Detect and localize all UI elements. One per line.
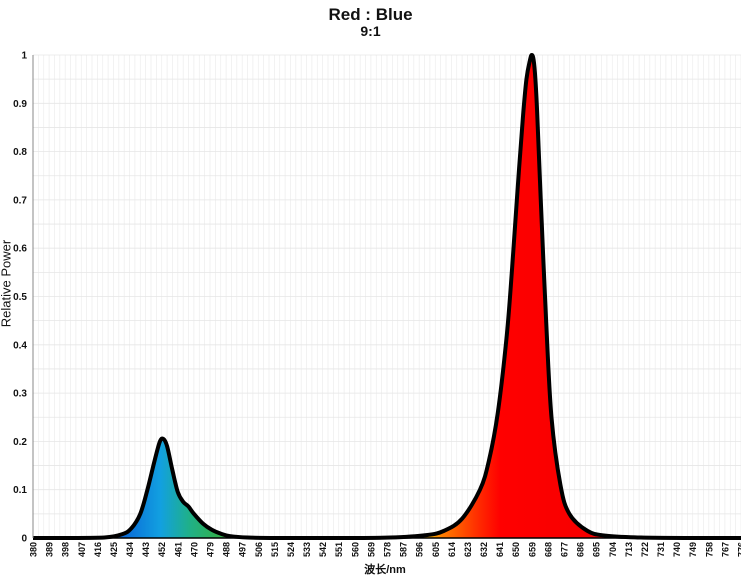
- x-tick-label: 506: [254, 542, 264, 557]
- y-tick-label: 0.3: [13, 389, 27, 400]
- x-tick-label: 731: [656, 542, 666, 557]
- x-tick-label: 560: [350, 542, 360, 557]
- x-tick-label: 569: [366, 542, 376, 557]
- x-tick-label: 380: [29, 542, 39, 557]
- x-tick-label: 389: [45, 542, 55, 557]
- grid-lines: [33, 55, 741, 538]
- x-tick-label: 407: [77, 542, 87, 557]
- y-tick-label: 0.9: [13, 99, 27, 110]
- x-tick-label: 668: [543, 542, 553, 557]
- x-axis-label: 波长/nm: [340, 561, 430, 577]
- x-tick-label: 461: [173, 542, 183, 557]
- x-tick-label: 623: [463, 542, 473, 557]
- x-tick-label: 713: [624, 542, 634, 557]
- x-tick-label: 677: [560, 542, 570, 557]
- y-tick-label: 1: [21, 51, 27, 62]
- x-tick-label: 515: [270, 542, 280, 557]
- x-tick-label: 641: [495, 542, 505, 557]
- x-tick-label: 758: [704, 542, 714, 557]
- x-tick-label: 542: [318, 542, 328, 557]
- x-tick-label: 551: [334, 542, 344, 557]
- x-tick-label: 650: [511, 542, 521, 557]
- x-tick-label: 596: [415, 542, 425, 557]
- y-tick-label: 0.8: [13, 147, 27, 158]
- x-tick-label: 605: [431, 542, 441, 557]
- x-tick-label: 479: [206, 542, 216, 557]
- x-tick-label: 497: [238, 542, 248, 557]
- x-tick-label: 695: [592, 542, 602, 557]
- x-tick-label: 659: [527, 542, 537, 557]
- y-tick-label: 0.6: [13, 244, 27, 255]
- x-tick-label: 416: [93, 542, 103, 557]
- x-tick-label: 434: [125, 542, 135, 557]
- x-tick-label: 704: [608, 542, 618, 557]
- x-tick-label: 767: [720, 542, 730, 557]
- x-tick-label: 749: [688, 542, 698, 557]
- x-tick-label: 776: [737, 542, 741, 557]
- y-axis-label: Relative Power: [0, 234, 14, 334]
- x-tick-label: 488: [222, 542, 232, 557]
- y-tick-label: 0.7: [13, 195, 27, 206]
- x-tick-labels: 380 389 398 407 416 425 434 443 452 461 470 479 488 4…: [29, 542, 741, 557]
- x-tick-label: 686: [576, 542, 586, 557]
- x-tick-label: 722: [640, 542, 650, 557]
- y-tick-label: 0.1: [13, 485, 27, 496]
- y-tick-label: 0.4: [13, 340, 27, 351]
- x-tick-label: 470: [189, 542, 199, 557]
- x-tick-label: 740: [672, 542, 682, 557]
- x-tick-label: 452: [157, 542, 167, 557]
- x-tick-label: 425: [109, 542, 119, 557]
- y-tick-label: 0.2: [13, 437, 27, 448]
- y-tick-label: 0: [21, 534, 27, 545]
- x-tick-label: 614: [447, 542, 457, 557]
- y-tick-labels: 0 0.1 0.2 0.3 0.4 0.5 0.6 0.7 0.8 0.9 1: [13, 51, 27, 545]
- x-tick-label: 443: [141, 542, 151, 557]
- x-tick-label: 632: [479, 542, 489, 557]
- x-tick-label: 524: [286, 542, 296, 557]
- x-tick-label: 578: [383, 542, 393, 557]
- x-tick-label: 398: [61, 542, 71, 557]
- y-tick-label: 0.5: [13, 292, 27, 303]
- x-tick-label: 587: [399, 542, 409, 557]
- x-tick-label: 533: [302, 542, 312, 557]
